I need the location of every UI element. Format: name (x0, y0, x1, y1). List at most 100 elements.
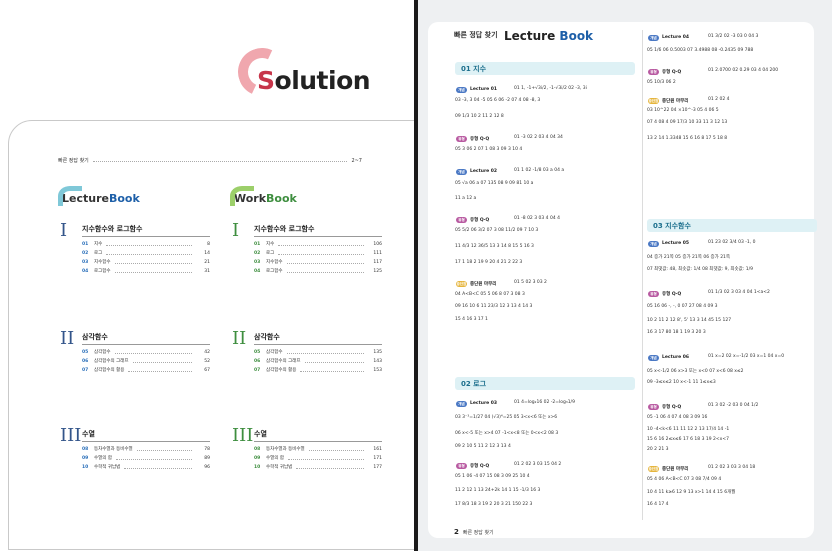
lecture-tag-text: 유형 Q·Q (662, 404, 682, 410)
toc-item-page: 96 (204, 464, 210, 470)
toc-item[interactable]: 05 삼각함수 135 (254, 348, 382, 356)
toc-item[interactable]: 08 등차수열과 등비수열 78 (82, 445, 210, 453)
lecture-badge: 유형 (648, 290, 659, 297)
answer-row: 01 2.0700 02 0.29 03 4 04 200 (708, 68, 779, 73)
toc-item-title: 삼각함수의 그래프 (266, 359, 301, 364)
toc-item[interactable]: 07 삼각함수의 활용 153 (254, 366, 382, 374)
dot-leader (114, 270, 192, 273)
toc-item-page: 89 (204, 455, 210, 461)
answer-row: 16 4 17 4 (647, 502, 669, 507)
logo-arc (58, 186, 82, 206)
toc-item-title: 등차수열과 등비수열 (266, 447, 305, 452)
answer-row: 01 1, -1+√3i/2, -1-√3i/2 02 -3, 3i (514, 86, 587, 91)
lecture-tag-text: 유형 Q·Q (662, 69, 682, 75)
lecture-tag: 개념 Lecture 02 (456, 167, 511, 176)
answer-row: 06 x<-5 또는 x>4 07 -1<x<8 또는 0<x<2 08 3 (455, 431, 559, 436)
answer-row: 17 1 18 2 19 9 20 4 21 2 22 3 (455, 260, 523, 265)
answer-row: 05 10/3 06 2 (647, 80, 676, 85)
toc-item-title: 수학적 귀납법 (266, 465, 293, 470)
toc-item[interactable]: 10 수학적 귀납법 96 (82, 463, 210, 471)
chapter-01: 01 지수 (455, 62, 635, 75)
toc-item-page: 117 (373, 259, 382, 265)
answer-row: 05 16 06 -, -, 0 07 27 08 4 09 3 (647, 304, 718, 309)
toc-item-number: 10 (82, 464, 89, 470)
answer-row: 01 5 02 3 03 2 (514, 280, 547, 285)
toc-item[interactable]: 05 삼각함수 42 (82, 348, 210, 356)
toc-pages: 2~7 (351, 157, 362, 164)
toc-item-page: 42 (204, 349, 210, 355)
toc-quick-answers[interactable]: 빠른 정답 찾기 2~7 (58, 157, 362, 165)
answer-row: 01 2 02 3 03 3 04 18 (708, 465, 756, 470)
section-numeral: III (232, 425, 254, 446)
section-title: 지수함수와 로그함수 (82, 225, 143, 233)
section-rule (254, 344, 382, 345)
toc-item[interactable]: 01 지수 8 (82, 240, 210, 248)
toc-item[interactable]: 08 등차수열과 등비수열 161 (254, 445, 382, 453)
toc-item[interactable]: 01 지수 106 (254, 240, 382, 248)
dot-leader (106, 252, 192, 255)
toc-item[interactable]: 10 수학적 귀납법 177 (254, 463, 382, 471)
toc-item[interactable]: 03 지수함수 117 (254, 258, 382, 266)
answer-row: 11 2 12 1 13 24+2k 14 1 15 -1/3 16 3 (455, 488, 541, 493)
toc-item[interactable]: 04 로그함수 125 (254, 267, 382, 275)
toc-item[interactable]: 09 수열의 합 89 (82, 454, 210, 462)
toc-item-title: 지수 (94, 242, 103, 247)
section-rule (254, 236, 382, 237)
answer-row: 10 4 11 k≥6 12 9 13 x>1 14 4 15 6개월 (647, 490, 736, 495)
logo-word-1: Lecture (504, 29, 556, 43)
right-page: 빠른 정답 찾기 Lecture Book 01 지수 02 로그 03 지수함… (418, 0, 832, 551)
toc-item[interactable]: 02 로그 111 (254, 249, 382, 257)
toc-item-page: 106 (373, 241, 382, 247)
toc-item-title: 수학적 귀납법 (94, 465, 121, 470)
section-numeral: II (60, 328, 75, 349)
toc-item[interactable]: 09 수열의 합 171 (254, 454, 382, 462)
lecture-book-logo: LectureBook (58, 186, 140, 206)
toc-item-number: 08 (254, 446, 261, 452)
answer-row: 13 2 14 1.3348 15 6 16 8 17 5 18 8 (647, 136, 728, 141)
toc-item[interactable]: 02 로그 14 (82, 249, 210, 257)
dot-leader (106, 243, 192, 246)
answer-row: 01 4=log₂16 02 -2=log₃1/9 (514, 400, 575, 405)
lecture-tag-text: Lecture 03 (470, 401, 498, 406)
answer-row: 11 4/3 12 36/5 13 3 14 8 15 5 16 3 (455, 244, 534, 249)
lecture-badge: 개념 (456, 400, 467, 407)
toc-item-page: 125 (373, 268, 382, 274)
lecture-tag: 중단원 중단원 마무리 (648, 96, 703, 105)
toc-item[interactable]: 03 지수함수 21 (82, 258, 210, 266)
answer-row: 15 4 16 3 17 1 (455, 317, 488, 322)
lecture-badge: 중단원 (648, 97, 659, 104)
toc-item-title: 지수함수 (94, 260, 111, 265)
chapter-03: 03 지수함수 (647, 219, 817, 232)
lecture-badge: 개념 (456, 168, 467, 175)
lecture-badge: 유형 (456, 216, 467, 223)
answer-row: 05 1 06 -4 07 15 08 3 09 25 10 4 (455, 474, 530, 479)
toc-item-page: 52 (204, 358, 210, 364)
toc-item[interactable]: 06 삼각함수의 그래프 143 (254, 357, 382, 365)
answer-row: 01 3 02 -2 03 0 04 1/2 (708, 403, 759, 408)
left-page: Solution 빠른 정답 찾기 2~7 LectureBook WorkBoo… (0, 0, 414, 551)
lecture-badge: 중단원 (648, 465, 659, 472)
lecture-badge: 유형 (648, 68, 659, 75)
section-title: 삼각함수 (82, 333, 108, 341)
dot-leader (278, 243, 364, 246)
section-rule (82, 344, 210, 345)
toc-item-number: 02 (82, 250, 89, 256)
lecture-tag: 중단원 중단원 마무리 (456, 279, 511, 288)
dot-leader (114, 261, 192, 264)
page-footer: 2 빠른 정답 찾기 (454, 528, 494, 536)
toc-item[interactable]: 07 삼각함수의 활용 67 (82, 366, 210, 374)
toc-item-number: 07 (82, 367, 89, 373)
section-title: 수열 (254, 430, 267, 438)
toc-item[interactable]: 06 삼각함수의 그래프 52 (82, 357, 210, 365)
section-numeral: II (232, 328, 247, 349)
answer-row: 03 -3, 3 04 -5 05 6 06 -2 07 4 08 -8, 3 (455, 98, 541, 103)
toc-item-title: 삼각함수의 활용 (94, 368, 125, 373)
toc-item[interactable]: 04 로그함수 31 (82, 267, 210, 275)
logo-word-2: Book (559, 29, 594, 43)
logo-word-2: Book (266, 192, 297, 205)
answer-row: 05 3 06 2 07 1 08 3 09 3 10 4 (455, 147, 523, 152)
lecture-tag-text: 유형 Q·Q (470, 463, 490, 469)
lecture-badge: 유형 (456, 135, 467, 142)
toc-item-title: 삼각함수 (266, 350, 283, 355)
chapter-02: 02 로그 (455, 377, 635, 390)
